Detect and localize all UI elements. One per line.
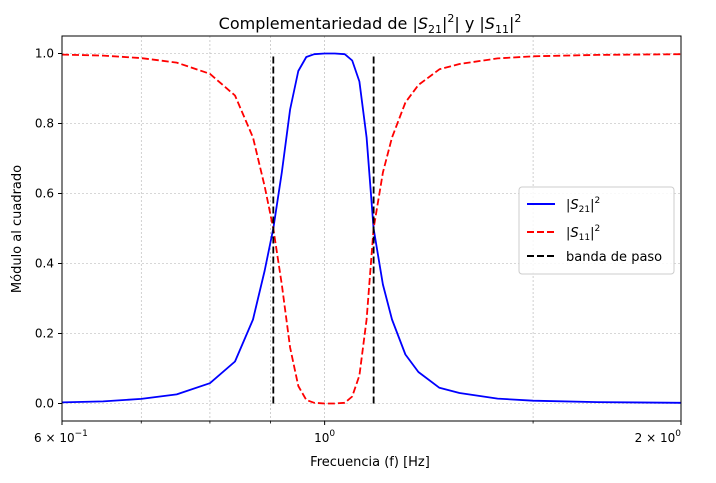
legend: |S21|2 |S11|2 banda de paso: [518, 186, 675, 275]
chart-title: Complementariedad de |S21|2| y |S11|2: [219, 12, 522, 36]
y-tick-label-4: 0.8: [35, 117, 54, 131]
x-tick-label-2: 2 × 100: [635, 429, 682, 445]
x-tick-label-0: 6 × 10−1: [34, 429, 88, 445]
y-tick-label-1: 0.2: [35, 327, 54, 341]
legend-band-label: banda de paso: [566, 250, 662, 265]
legend-s21-label: |S21|2: [566, 196, 600, 215]
legend-frame: [518, 186, 675, 275]
x-axis-label: Frecuencia (f) [Hz]: [310, 455, 430, 470]
y-tick-label-3: 0.6: [35, 187, 54, 201]
series-s21-line: [61, 52, 682, 404]
y-tick-label-2: 0.4: [35, 257, 54, 271]
y-tick-label-5: 1.0: [35, 47, 54, 61]
x-tick-label-1: 100: [314, 429, 335, 445]
y-tick-label-0: 0.0: [35, 397, 54, 411]
plot-area: 0.0 0.2 0.4 0.6 0.8 1.0 6 × 10−1 100 2 × 100: [34, 35, 682, 445]
axes-frame: [61, 35, 682, 422]
series-s11-line: [61, 53, 682, 405]
legend-s11-label: |S11|2: [566, 224, 600, 243]
y-axis-label: Módulo al cuadrado: [10, 165, 25, 293]
